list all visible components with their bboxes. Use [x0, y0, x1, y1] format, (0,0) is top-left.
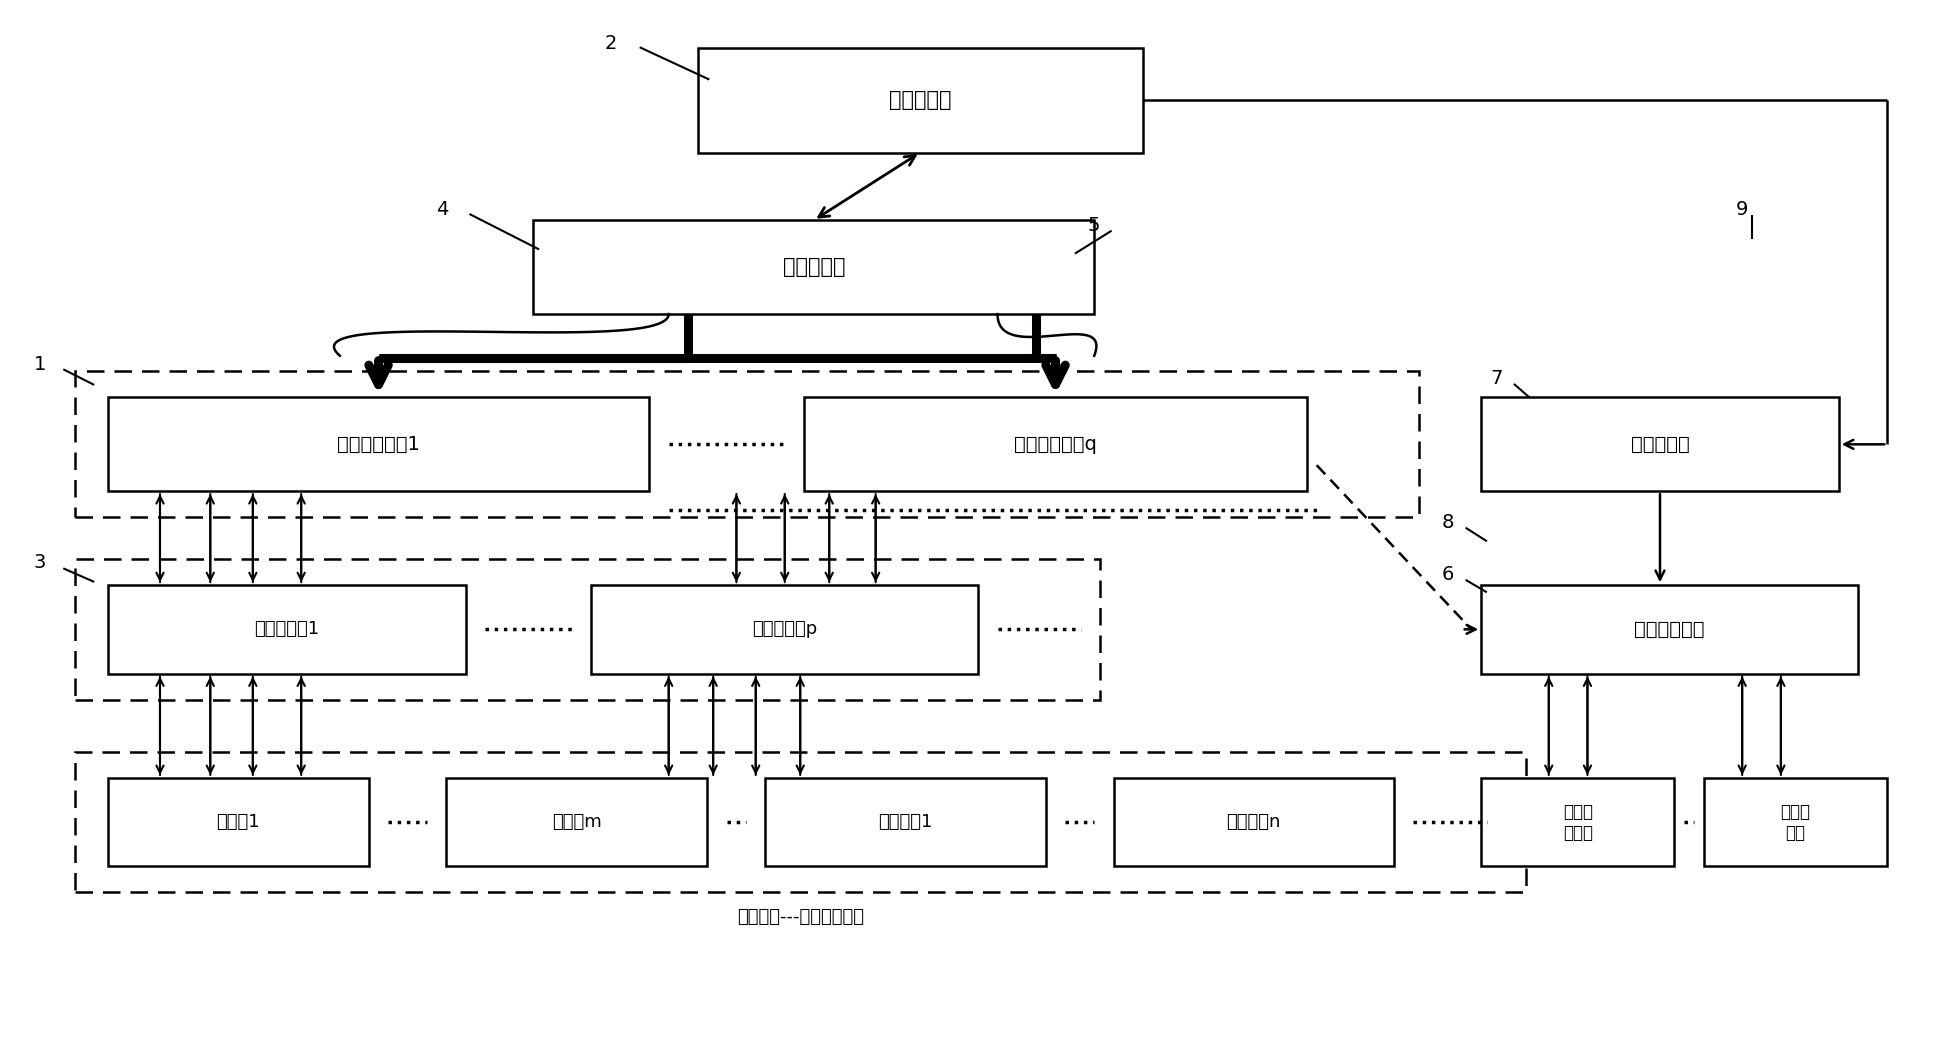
Text: 6: 6	[1441, 565, 1455, 584]
Text: 8: 8	[1441, 513, 1455, 532]
Bar	[76, 371, 1420, 517]
Text: 信号调理器p: 信号调理器p	[752, 621, 817, 638]
Text: 网络交换机: 网络交换机	[783, 257, 845, 277]
Text: 1: 1	[33, 354, 46, 373]
Text: 3: 3	[33, 553, 46, 572]
Bar	[533, 220, 1094, 315]
Bar	[108, 397, 649, 491]
Bar	[108, 585, 465, 674]
Text: 温度传
感器组: 温度传 感器组	[1563, 803, 1592, 841]
Bar	[804, 397, 1307, 491]
Bar	[76, 751, 1526, 892]
Text: 信号调理器1: 信号调理器1	[254, 621, 320, 638]
Text: 开关量
信号: 开关量 信号	[1780, 803, 1811, 841]
Text: 传感器m: 传感器m	[552, 813, 602, 831]
Bar	[446, 777, 707, 866]
Text: 接口转换器: 接口转换器	[1631, 435, 1689, 454]
Text: 应变片组n: 应变片组n	[1226, 813, 1280, 831]
Text: 测试控制器: 测试控制器	[889, 91, 951, 111]
Text: 2: 2	[604, 33, 616, 52]
Text: 应变片组1: 应变片组1	[879, 813, 934, 831]
Bar	[697, 48, 1143, 153]
Bar	[1482, 777, 1674, 866]
Text: 5: 5	[1089, 216, 1100, 235]
Text: 数据采集模块1: 数据采集模块1	[337, 435, 420, 454]
Bar	[1482, 585, 1858, 674]
Bar	[76, 559, 1100, 700]
Bar	[1703, 777, 1887, 866]
Text: 7: 7	[1490, 369, 1503, 388]
Bar	[591, 585, 978, 674]
Text: 9: 9	[1736, 201, 1749, 219]
Text: 测试对象---飞机液压系统: 测试对象---飞机液压系统	[736, 908, 864, 926]
Text: 现场数据模块: 现场数据模块	[1635, 620, 1705, 638]
Bar	[108, 777, 368, 866]
Text: 传感器1: 传感器1	[217, 813, 260, 831]
Text: 4: 4	[436, 201, 449, 219]
Bar	[1114, 777, 1395, 866]
Text: 数据采集模块q: 数据采集模块q	[1015, 435, 1096, 454]
Bar	[765, 777, 1046, 866]
Bar	[1482, 397, 1838, 491]
